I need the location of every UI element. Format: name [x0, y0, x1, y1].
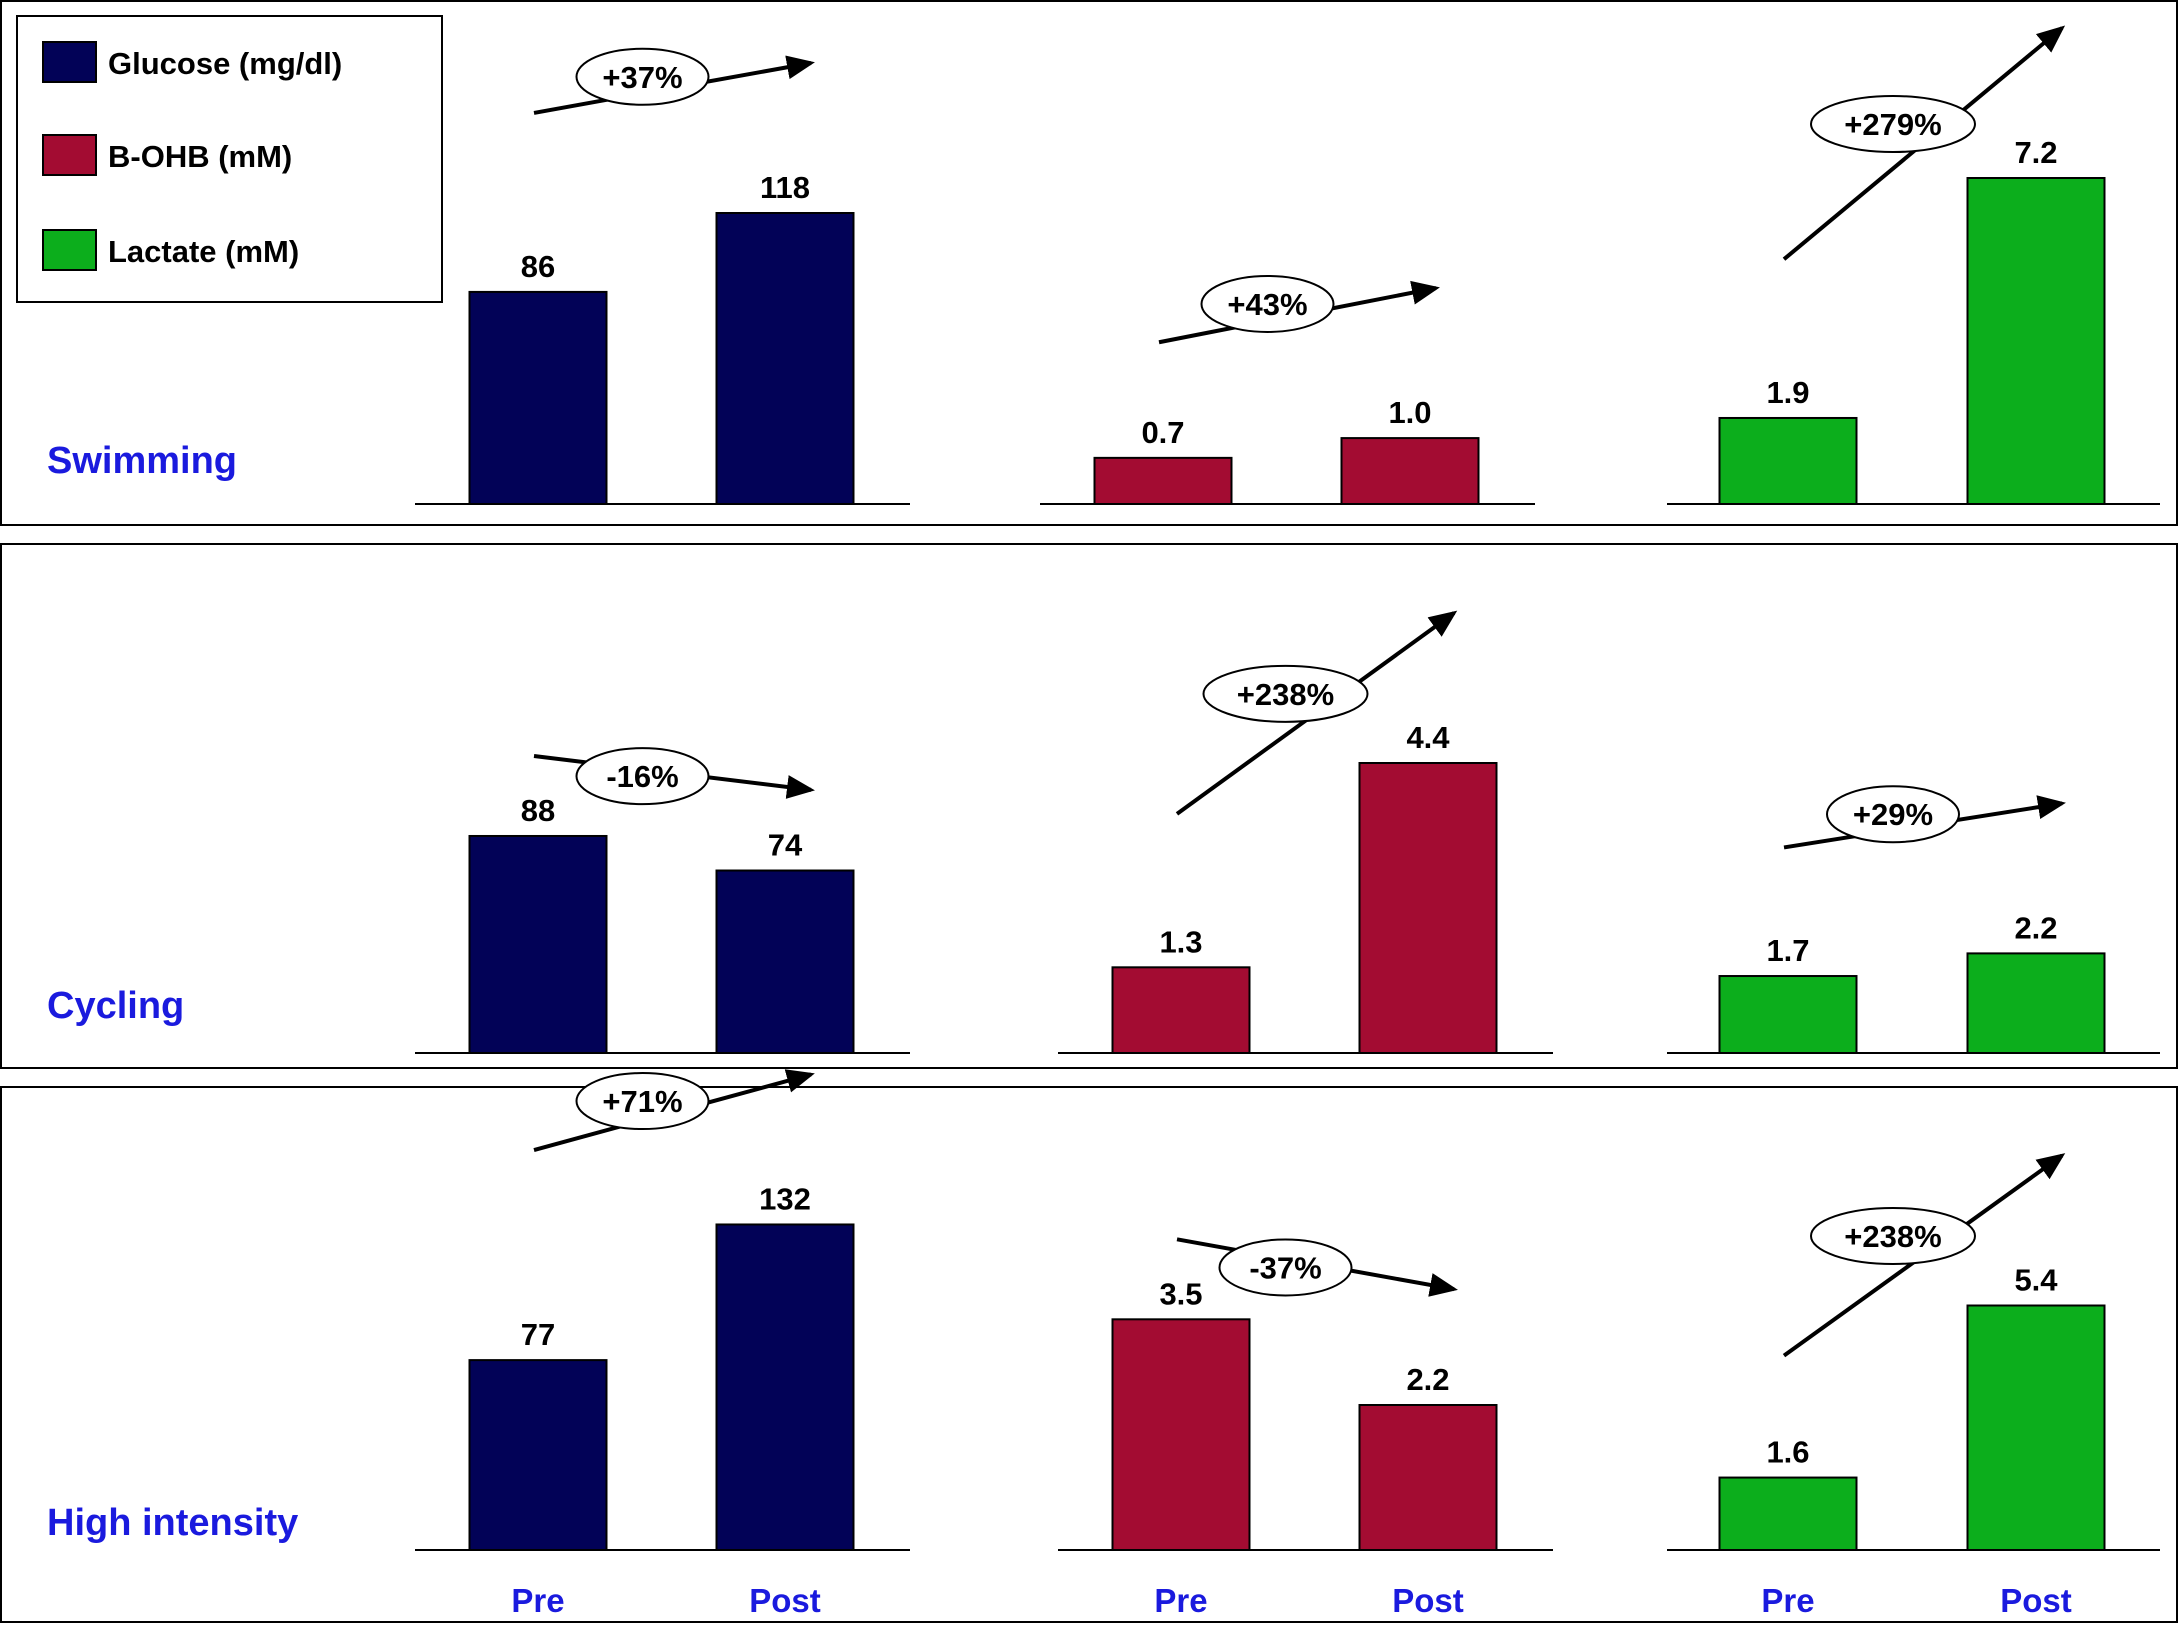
panel-title-cycling: Cycling — [47, 985, 184, 1027]
bar-high-intensity-bohb-pre — [1111, 1318, 1251, 1552]
value-label-high-intensity-bohb-post: 2.2 — [1406, 1362, 1449, 1397]
change-badge-swimming-lactate — [1810, 95, 1976, 154]
value-label-swimming-bohb-post: 1.0 — [1388, 395, 1431, 430]
value-label-cycling-lactate-pre: 1.7 — [1766, 933, 1809, 968]
value-label-cycling-bohb-post: 4.4 — [1406, 720, 1450, 755]
bar-cycling-glucose-post — [715, 869, 855, 1055]
value-label-high-intensity-lactate-post: 5.4 — [2014, 1263, 2058, 1298]
bar-high-intensity-glucose-post — [715, 1223, 855, 1552]
change-label-swimming-glucose: +37% — [602, 60, 682, 95]
change-badge-high-intensity-glucose — [575, 1072, 710, 1131]
change-label-cycling-bohb: +238% — [1237, 677, 1334, 712]
change-label-cycling-glucose: -16% — [606, 759, 678, 794]
value-label-high-intensity-glucose-post: 132 — [759, 1181, 811, 1216]
legend-label-glucose: Glucose (mg/dl) — [108, 46, 342, 81]
value-label-high-intensity-glucose-pre: 77 — [521, 1317, 555, 1352]
bar-swimming-bohb-pre — [1093, 456, 1233, 506]
change-badge-cycling-glucose — [575, 747, 710, 806]
value-label-swimming-lactate-pre: 1.9 — [1766, 375, 1809, 410]
legend-label-bohb: B-OHB (mM) — [108, 139, 292, 174]
legend-swatch-glucose — [42, 41, 97, 83]
bar-high-intensity-lactate-pre — [1718, 1476, 1858, 1551]
value-label-high-intensity-bohb-pre: 3.5 — [1159, 1276, 1202, 1311]
panel-frame-swimming — [0, 0, 2178, 526]
category-label-pre-bohb: Pre — [1154, 1582, 1207, 1619]
bar-swimming-bohb-post — [1340, 437, 1480, 505]
legend-label-lactate: Lactate (mM) — [108, 234, 299, 269]
legend-swatch-bohb — [42, 134, 97, 176]
change-badge-high-intensity-lactate — [1810, 1206, 1976, 1265]
value-label-swimming-glucose-pre: 86 — [521, 249, 555, 284]
change-badge-swimming-bohb — [1200, 274, 1335, 333]
bar-high-intensity-lactate-post — [1966, 1304, 2106, 1551]
value-label-cycling-glucose-post: 74 — [768, 828, 803, 863]
change-badge-cycling-bohb — [1202, 664, 1369, 723]
bar-cycling-bohb-pre — [1111, 966, 1251, 1054]
bar-swimming-lactate-pre — [1718, 416, 1858, 506]
panel-title-high-intensity: High intensity — [47, 1502, 298, 1544]
panel-title-swimming: Swimming — [47, 440, 237, 482]
value-label-swimming-bohb-pre: 0.7 — [1141, 415, 1184, 450]
change-badge-swimming-glucose — [575, 47, 710, 106]
value-label-high-intensity-lactate-pre: 1.6 — [1766, 1435, 1809, 1470]
category-label-pre-glucose: Pre — [511, 1582, 564, 1619]
legend-swatch-lactate — [42, 229, 97, 271]
plot-layer: 86 118 +37% 0.7 1.0 +43% 1.9 7.2 +279% 88 74 -16% 1.… — [415, 25, 2160, 1552]
bar-swimming-glucose-pre — [468, 290, 608, 505]
value-label-swimming-lactate-post: 7.2 — [2014, 135, 2057, 170]
bar-high-intensity-glucose-pre — [468, 1359, 608, 1552]
bar-cycling-bohb-post — [1358, 762, 1498, 1054]
change-label-cycling-lactate: +29% — [1853, 797, 1933, 832]
category-label-pre-lactate: Pre — [1761, 1582, 1814, 1619]
bar-cycling-lactate-pre — [1718, 975, 1858, 1054]
change-badge-high-intensity-bohb — [1218, 1238, 1353, 1297]
panel-frame-high-intensity — [0, 1086, 2178, 1623]
value-label-cycling-bohb-pre: 1.3 — [1159, 924, 1202, 959]
value-label-cycling-lactate-post: 2.2 — [2014, 910, 2057, 945]
bar-swimming-glucose-post — [715, 212, 855, 505]
panel-frame-cycling — [0, 543, 2178, 1069]
change-label-swimming-bohb: +43% — [1227, 287, 1307, 322]
value-label-cycling-glucose-pre: 88 — [521, 793, 555, 828]
change-label-high-intensity-glucose: +71% — [602, 1084, 682, 1119]
bar-high-intensity-bohb-post — [1358, 1404, 1498, 1551]
value-label-swimming-glucose-post: 118 — [760, 170, 810, 205]
bar-cycling-glucose-pre — [468, 834, 608, 1054]
change-label-high-intensity-lactate: +238% — [1844, 1219, 1941, 1254]
change-label-swimming-lactate: +279% — [1844, 107, 1941, 142]
category-label-post-glucose: Post — [749, 1582, 821, 1619]
bar-swimming-lactate-post — [1966, 177, 2106, 505]
category-label-post-bohb: Post — [1392, 1582, 1464, 1619]
change-label-high-intensity-bohb: -37% — [1249, 1250, 1321, 1285]
bar-cycling-lactate-post — [1966, 952, 2106, 1055]
change-badge-cycling-lactate — [1826, 785, 1960, 844]
legend: Glucose (mg/dl) B-OHB (mM) Lactate (mM) — [16, 15, 443, 303]
category-label-post-lactate: Post — [2000, 1582, 2072, 1619]
